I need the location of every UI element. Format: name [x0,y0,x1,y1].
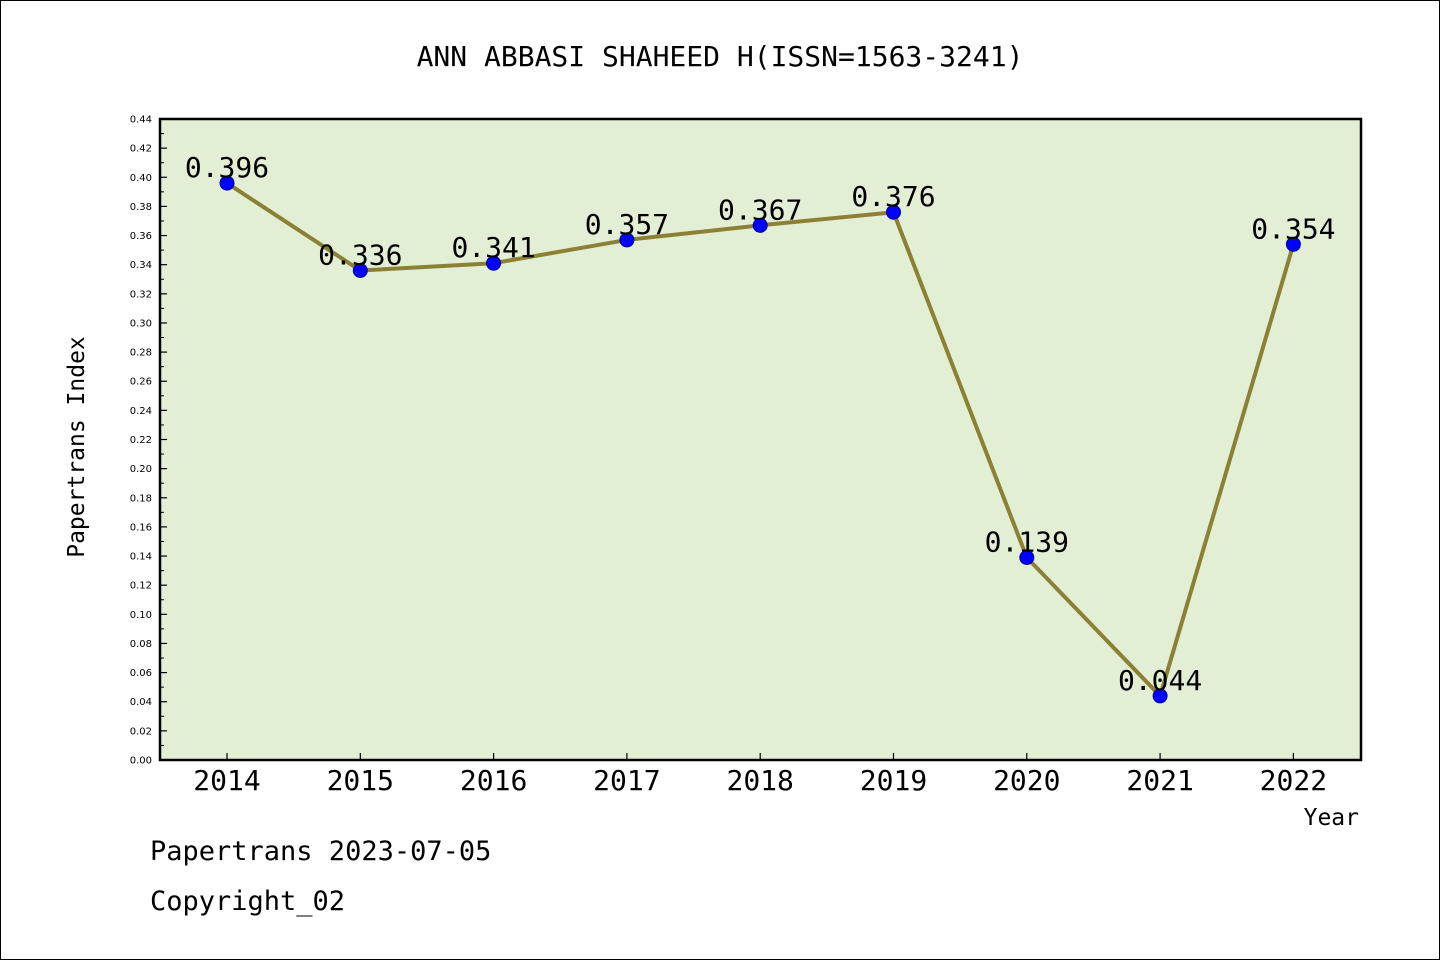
y-tick-label: 0.08 [130,639,152,650]
data-point-marker [486,255,502,271]
data-label: 0.367 [718,193,802,226]
data-point-marker [619,232,635,248]
y-tick-label: 0.38 [130,202,152,213]
y-tick-label: 0.10 [130,610,152,621]
data-label: 0.139 [985,526,1069,559]
y-tick-label: 0.04 [130,697,152,708]
data-point-marker [1152,688,1168,704]
data-point-marker [1019,550,1035,566]
y-tick-label: 0.14 [130,552,152,563]
x-tick-label: 2017 [593,764,660,797]
x-tick-label: 2022 [1260,764,1327,797]
data-point-marker [752,217,768,233]
x-axis-label: Year [1304,805,1359,831]
data-labels: 0.396 0.336 0.341 0.357 0.367 0.376 0.139 0.044… [185,151,1336,697]
y-tick-label: 0.02 [130,726,152,737]
x-tick-label: 2021 [1126,764,1193,797]
x-axis-ticks: 2014 2015 2016 2017 2018 2019 2020 2021 2022 [193,753,1327,797]
data-label: 0.396 [185,151,269,184]
data-point-marker [886,204,901,220]
data-point-marker [219,175,235,191]
y-tick-label: 0.06 [130,668,152,679]
data-label: 0.376 [851,180,935,213]
series-markers [219,175,1301,704]
y-tick-label: 0.34 [130,260,152,271]
y-tick-label: 0.12 [130,581,152,592]
y-tick-label: 0.18 [130,493,152,504]
x-tick-label: 2018 [726,764,793,797]
data-label: 0.354 [1251,212,1335,245]
y-tick-label: 0.16 [130,522,152,533]
y-tick-label: 0.22 [130,435,152,446]
y-tick-label: 0.28 [130,348,152,359]
y-tick-label: 0.24 [130,406,152,417]
y-axis-label: Papertrans Index [64,336,90,558]
chart-title: ANN ABBASI SHAHEED H(ISSN=1563-3241) [417,40,1024,73]
y-tick-label: 0.44 [130,115,152,126]
y-tick-label: 0.36 [130,231,152,242]
data-point-marker [352,263,368,279]
x-tick-label: 2015 [327,764,394,797]
y-tick-label: 0.26 [130,377,152,388]
data-label: 0.336 [318,239,402,272]
footer-copyright: Copyright_02 [150,886,346,917]
y-tick-label: 0.30 [130,318,152,329]
data-label: 0.357 [585,208,669,241]
y-tick-label: 0.20 [130,464,152,475]
x-tick-label: 2020 [993,764,1060,797]
y-tick-label: 0.42 [130,144,152,155]
x-tick-label: 2019 [860,764,927,797]
data-label: 0.341 [451,231,535,264]
x-tick-label: 2016 [460,764,527,797]
footer-date-line: Papertrans 2023-07-05 [150,836,492,867]
y-tick-label: 0.32 [130,289,152,300]
x-tick-label: 2014 [193,764,260,797]
data-label: 0.044 [1118,664,1202,697]
data-point-marker [1285,236,1301,252]
y-tick-label: 0.40 [130,173,152,184]
y-axis-ticks: 0.00 0.02 0.04 0.06 0.08 0.10 0.12 0.14 0.16 0.18… [130,115,167,767]
y-tick-label: 0.00 [130,756,152,767]
